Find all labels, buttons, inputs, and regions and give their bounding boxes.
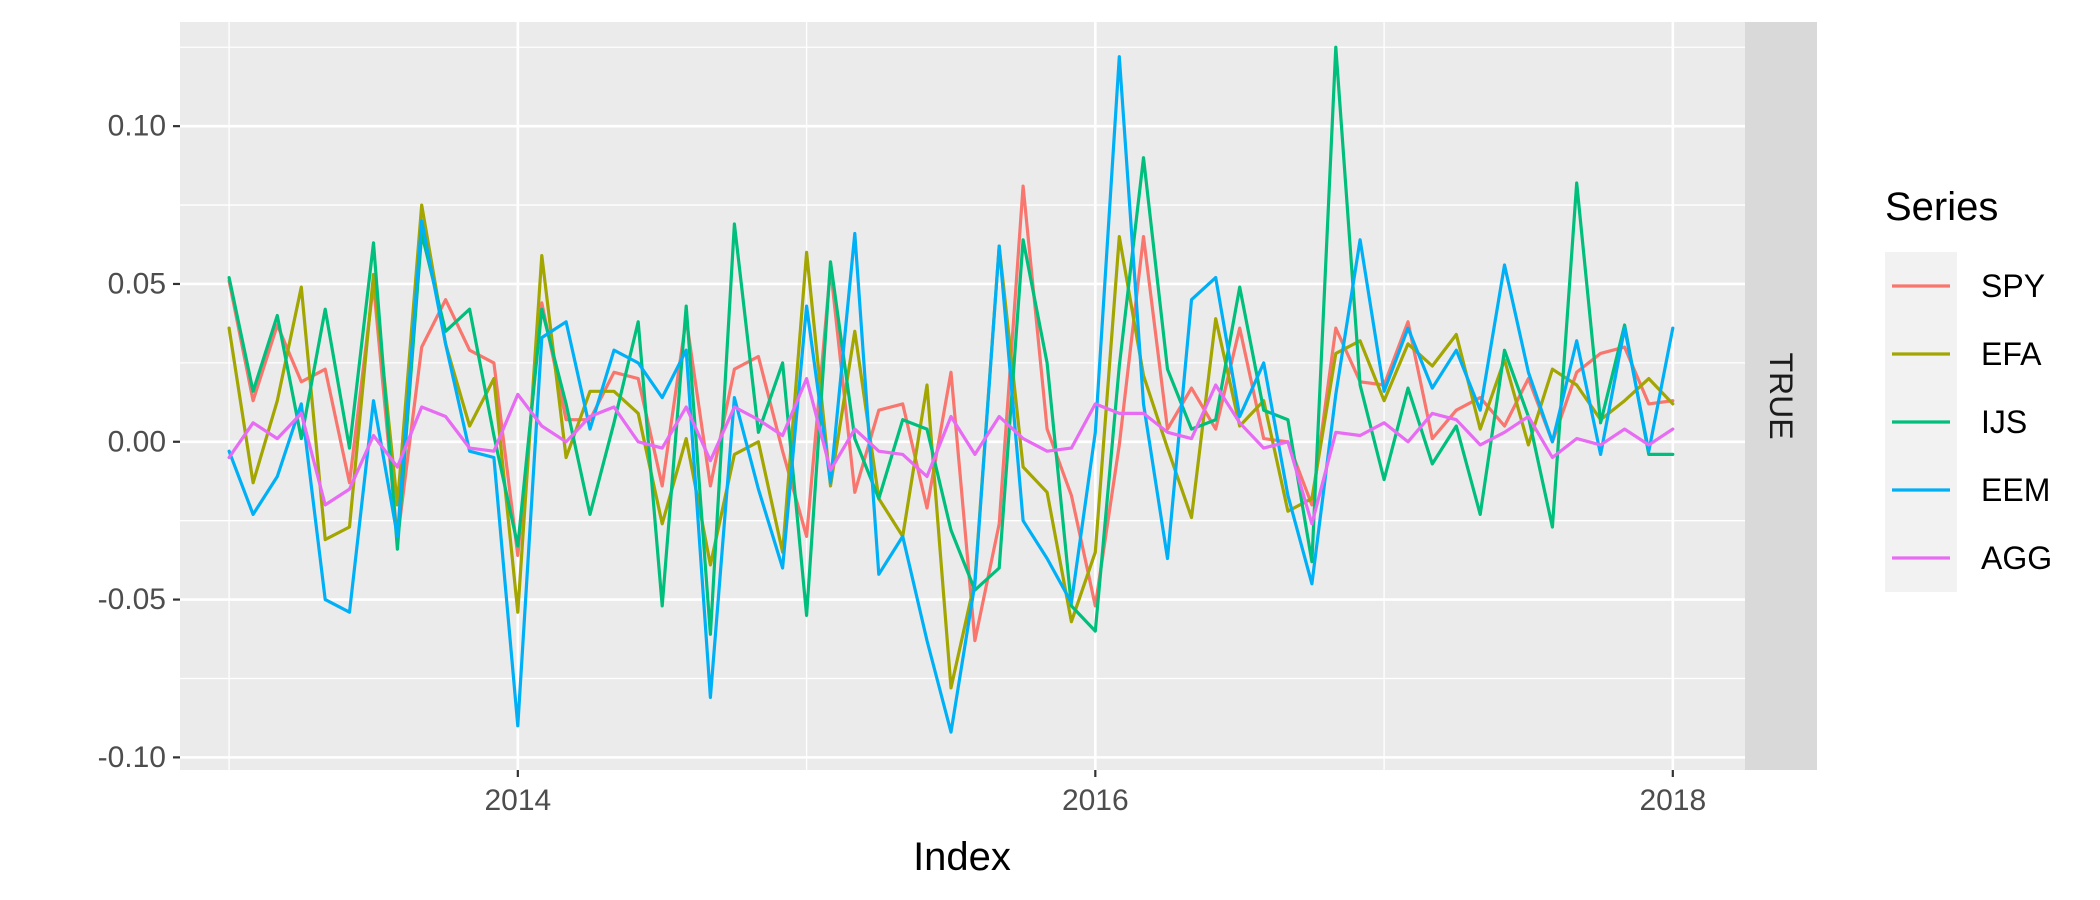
legend-label-agg: AGG xyxy=(1981,540,2052,576)
legend-items: SPY EFA IJS EEM AGG xyxy=(1885,252,2052,592)
legend-label-efa: EFA xyxy=(1981,336,2042,372)
legend-label-spy: SPY xyxy=(1981,268,2045,304)
legend-label-eem: EEM xyxy=(1981,472,2050,508)
series-line-agg xyxy=(227,377,1675,526)
x-axis-title: Index xyxy=(913,835,1011,879)
facet-strip-label: TRUE xyxy=(1763,352,1799,439)
y-tick-label: 0.05 xyxy=(108,267,166,300)
series-layer xyxy=(227,45,1675,734)
x-tick-label: 2014 xyxy=(484,784,551,817)
series-line-ijs xyxy=(227,45,1675,636)
series-line-spy xyxy=(227,184,1675,643)
legend: Series SPY EFA IJS EEM AGG xyxy=(1885,185,2052,592)
series-line-efa xyxy=(227,203,1675,690)
x-axis: 2014 2016 2018 xyxy=(484,770,1706,817)
series-line-eem xyxy=(227,55,1675,734)
legend-label-ijs: IJS xyxy=(1981,404,2027,440)
x-tick-label: 2018 xyxy=(1639,784,1706,817)
grid-minor xyxy=(180,22,1745,770)
y-tick-label: 0.10 xyxy=(108,110,166,143)
y-tick-label: -0.05 xyxy=(98,583,166,616)
y-tick-label: 0.00 xyxy=(108,425,166,458)
y-axis: -0.10 -0.05 0.00 0.05 0.10 xyxy=(98,110,180,774)
facet-strip xyxy=(1745,22,1817,770)
legend-title: Series xyxy=(1885,185,1998,229)
x-tick-label: 2016 xyxy=(1062,784,1129,817)
y-tick-label: -0.10 xyxy=(98,741,166,774)
